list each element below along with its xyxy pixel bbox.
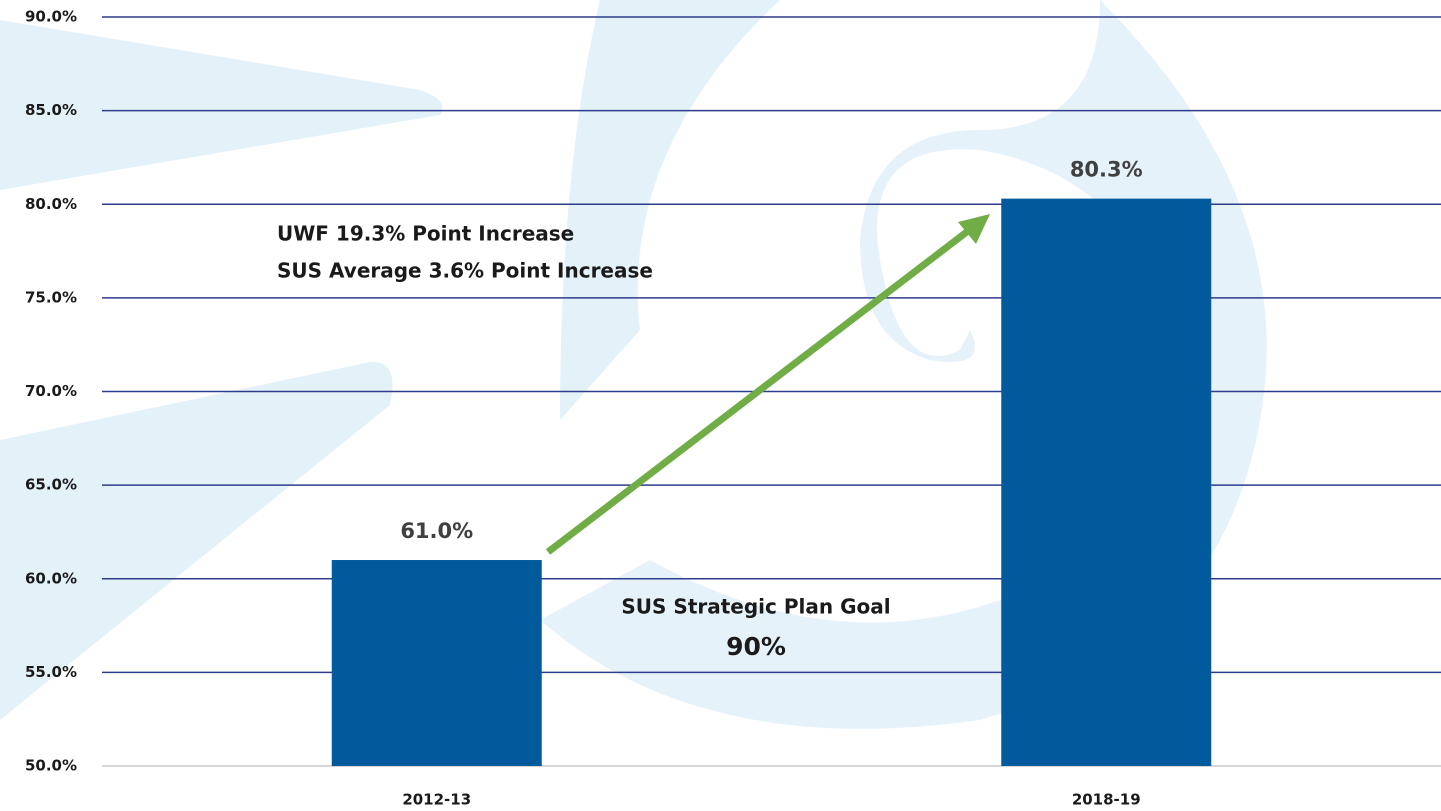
y-tick-label: 75.0% xyxy=(25,288,77,306)
bar xyxy=(331,560,542,766)
bar xyxy=(1001,198,1212,766)
y-tick-label: 55.0% xyxy=(25,663,77,681)
y-tick-label: 60.0% xyxy=(25,569,77,587)
value-label: 80.3% xyxy=(1070,158,1143,182)
y-tick-label: 50.0% xyxy=(25,757,77,775)
x-tick-label: 2012-13 xyxy=(402,791,471,809)
annotation: SUS Average 3.6% Point Increase xyxy=(277,259,653,283)
y-tick-label: 90.0% xyxy=(25,8,77,26)
trend-arrow xyxy=(545,228,971,555)
value-label: 61.0% xyxy=(400,519,473,543)
x-tick-label: 2018-19 xyxy=(1072,791,1141,809)
y-tick-label: 80.0% xyxy=(25,195,77,213)
arrow-head xyxy=(958,214,990,244)
annotation: SUS Strategic Plan Goal xyxy=(621,595,890,619)
annotation: 90% xyxy=(726,632,786,661)
annotation: UWF 19.3% Point Increase xyxy=(277,222,574,246)
y-tick-label: 85.0% xyxy=(25,101,77,119)
background-decoration xyxy=(0,0,1267,729)
y-tick-label: 65.0% xyxy=(25,476,77,494)
y-tick-label: 70.0% xyxy=(25,382,77,400)
